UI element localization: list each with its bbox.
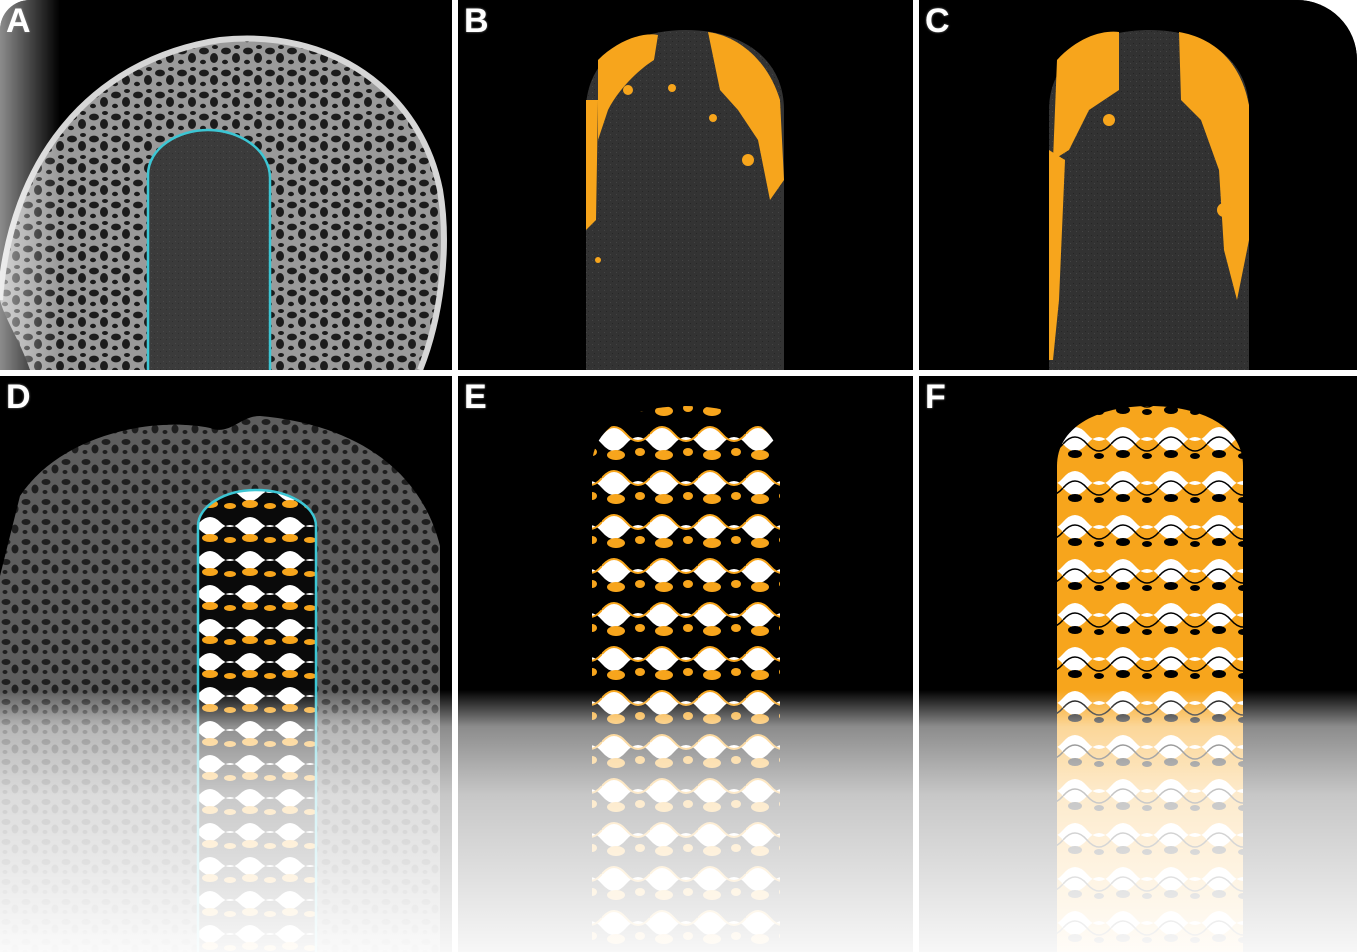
- panel-label-e: E: [464, 378, 487, 416]
- panel-e: E: [458, 376, 913, 952]
- panel-d: D: [0, 376, 452, 952]
- panel-f: F: [919, 376, 1357, 952]
- panel-f-image: [919, 376, 1357, 952]
- panel-c-image: [919, 0, 1357, 370]
- panel-d-image: [0, 376, 452, 952]
- panel-b-image: [458, 0, 913, 370]
- panel-e-image: [458, 376, 913, 952]
- panel-label-c: C: [925, 2, 950, 40]
- panel-label-a: A: [6, 2, 31, 40]
- divider-vertical-1: [452, 0, 458, 952]
- panel-label-b: B: [464, 2, 489, 40]
- panel-label-f: F: [925, 378, 946, 416]
- panel-a-image: [0, 0, 452, 370]
- divider-vertical-2: [913, 0, 919, 952]
- panel-a: A: [0, 0, 452, 370]
- panel-label-d: D: [6, 378, 31, 416]
- panel-c: C: [919, 0, 1357, 370]
- divider-horizontal: [0, 370, 1357, 376]
- panel-b: B: [458, 0, 913, 370]
